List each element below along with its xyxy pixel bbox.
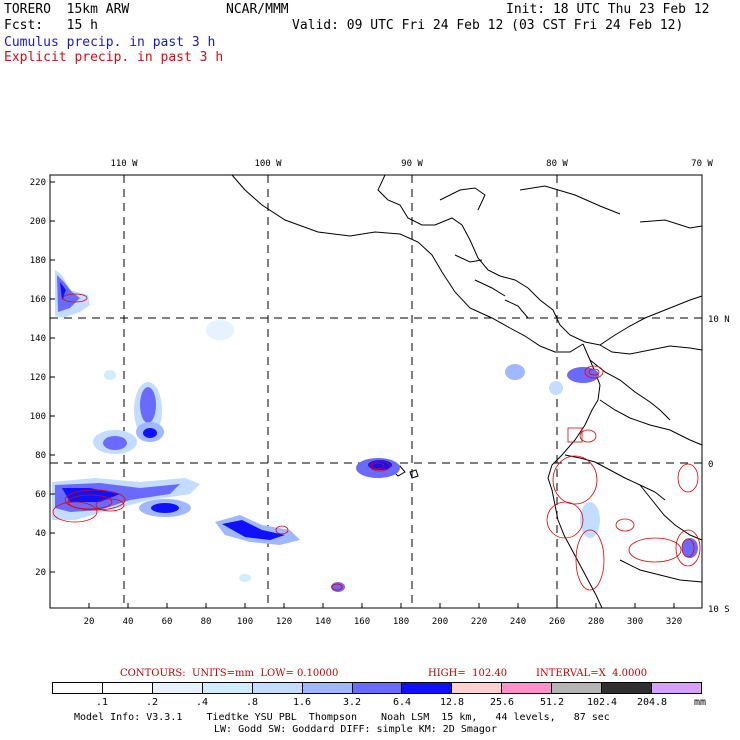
coastline bbox=[231, 174, 703, 609]
x-tick-label-320: 320 bbox=[666, 617, 682, 627]
colorbar-cell bbox=[402, 683, 453, 693]
lat-label-10s: 10 S bbox=[708, 605, 730, 615]
x-tick-label-280: 280 bbox=[588, 617, 604, 627]
field-cumulus-label: Cumulus precip. in past 3 h bbox=[4, 35, 216, 50]
colorbar-label: .2 bbox=[145, 697, 159, 708]
colorbar-label: .4 bbox=[195, 697, 209, 708]
colorbar-label: 6.4 bbox=[392, 697, 412, 708]
colorbar-cell bbox=[652, 683, 701, 693]
colorbar-cell bbox=[552, 683, 603, 693]
lon-label-110w: 110 W bbox=[110, 159, 138, 169]
x-tick-label-60: 60 bbox=[162, 617, 173, 627]
colorbar-label: 12.8 bbox=[439, 697, 465, 708]
y-tick-label-100: 100 bbox=[30, 412, 46, 422]
lon-label-80w: 80 W bbox=[546, 159, 568, 169]
colorbar-cell bbox=[102, 683, 153, 693]
x-tick-label-220: 220 bbox=[471, 617, 487, 627]
init-time: Init: 18 UTC Thu 23 Feb 12 bbox=[506, 2, 710, 17]
x-tick-label-240: 240 bbox=[510, 617, 526, 627]
model-title: TORERO 15km ARW bbox=[4, 2, 130, 17]
colorbar-label: 25.6 bbox=[489, 697, 515, 708]
colorbar-label: 3.2 bbox=[342, 697, 362, 708]
colorbar-cell bbox=[53, 683, 103, 693]
y-tick-label-200: 200 bbox=[30, 217, 46, 227]
model-info-line1: Model Info: V3.3.1 Tiedtke YSU PBL Thomp… bbox=[74, 712, 610, 723]
y-tick-label-140: 140 bbox=[30, 334, 46, 344]
lon-label-70w: 70 W bbox=[691, 159, 713, 169]
x-tick-label-40: 40 bbox=[123, 617, 134, 627]
x-tick-label-120: 120 bbox=[276, 617, 292, 627]
colorbar-label: .1 bbox=[95, 697, 109, 708]
colorbar bbox=[52, 682, 702, 694]
y-tick-label-160: 160 bbox=[30, 295, 46, 305]
y-tick-label-40: 40 bbox=[35, 529, 46, 539]
x-tick-label-260: 260 bbox=[549, 617, 565, 627]
org-label: NCAR/MMM bbox=[226, 2, 289, 17]
colorbar-cell bbox=[602, 683, 653, 693]
colorbar-cell bbox=[302, 683, 353, 693]
lon-label-90w: 90 W bbox=[401, 159, 423, 169]
axis-ticks bbox=[50, 181, 675, 608]
colorbar-cell bbox=[452, 683, 503, 693]
x-tick-label-200: 200 bbox=[432, 617, 448, 627]
x-tick-label-160: 160 bbox=[354, 617, 370, 627]
colorbar-cell bbox=[202, 683, 253, 693]
x-tick-label-180: 180 bbox=[393, 617, 409, 627]
colorbar-label: 204.8 bbox=[636, 697, 668, 708]
y-tick-label-80: 80 bbox=[35, 451, 46, 461]
x-tick-label-140: 140 bbox=[315, 617, 331, 627]
lat-label-eq: 0 bbox=[708, 460, 713, 470]
lon-label-100w: 100 W bbox=[254, 159, 282, 169]
explicit-precip bbox=[52, 293, 701, 591]
colorbar-label: .8 bbox=[245, 697, 259, 708]
colorbar-cell bbox=[252, 683, 303, 693]
colorbar-cell bbox=[502, 683, 553, 693]
field-explicit-label: Explicit precip. in past 3 h bbox=[4, 50, 224, 65]
colorbar-label: 102.4 bbox=[586, 697, 618, 708]
colorbar-cell bbox=[152, 683, 203, 693]
y-tick-label-180: 180 bbox=[30, 256, 46, 266]
x-tick-label-100: 100 bbox=[237, 617, 253, 627]
y-tick-label-60: 60 bbox=[35, 490, 46, 500]
lat-label-10n: 10 N bbox=[708, 315, 730, 325]
contours-label: CONTOURS: UNITS=mm LOW= 0.10000 bbox=[120, 668, 339, 679]
colorbar-cell bbox=[352, 683, 403, 693]
y-tick-label-220: 220 bbox=[30, 178, 46, 188]
forecast-hour: Fcst: 15 h bbox=[4, 18, 98, 33]
contours-interval: INTERVAL=X 4.0000 bbox=[536, 668, 648, 679]
map-frame bbox=[49, 174, 703, 609]
y-tick-label-120: 120 bbox=[30, 373, 46, 383]
valid-time: Valid: 09 UTC Fri 24 Feb 12 (03 CST Fri … bbox=[292, 18, 684, 33]
model-info-line2: LW: Godd SW: Goddard DIFF: simple KM: 2D… bbox=[214, 724, 497, 735]
colorbar-unit: mm bbox=[694, 697, 707, 708]
colorbar-labels: .1 .2 .4 .8 1.6 3.2 6.4 12.8 25.6 51.2 102.4 204.8 bbox=[52, 697, 702, 709]
colorbar-label: 1.6 bbox=[292, 697, 312, 708]
x-tick-label-300: 300 bbox=[627, 617, 643, 627]
contours-high: HIGH= 102.40 bbox=[428, 668, 508, 679]
x-tick-label-20: 20 bbox=[84, 617, 95, 627]
x-tick-label-80: 80 bbox=[201, 617, 212, 627]
y-tick-label-20: 20 bbox=[35, 568, 46, 578]
colorbar-label: 51.2 bbox=[539, 697, 565, 708]
